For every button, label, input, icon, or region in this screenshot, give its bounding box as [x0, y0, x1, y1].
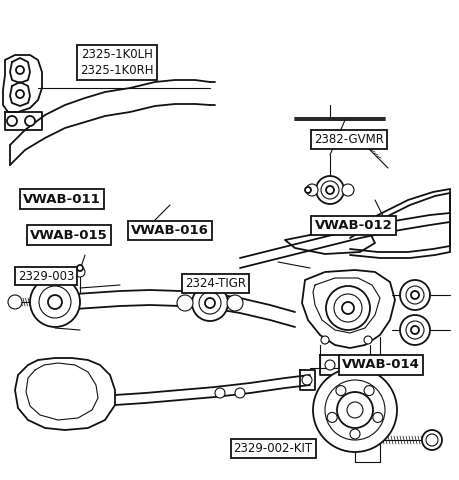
Circle shape	[16, 90, 24, 98]
Text: 2325-1K0LH
2325-1K0RH: 2325-1K0LH 2325-1K0RH	[80, 48, 154, 77]
Circle shape	[48, 295, 62, 309]
Circle shape	[302, 375, 312, 385]
Circle shape	[400, 280, 430, 310]
Text: 2382-GVMR: 2382-GVMR	[314, 132, 384, 146]
Text: 2329-002-KIT: 2329-002-KIT	[234, 442, 313, 456]
Circle shape	[334, 294, 362, 322]
Circle shape	[25, 116, 35, 126]
Circle shape	[30, 277, 80, 327]
Circle shape	[326, 186, 334, 194]
Circle shape	[321, 181, 339, 199]
Circle shape	[326, 286, 370, 330]
Circle shape	[313, 368, 397, 452]
Circle shape	[373, 412, 383, 422]
Polygon shape	[302, 270, 395, 348]
Circle shape	[321, 336, 329, 344]
Circle shape	[215, 388, 225, 398]
Text: VWAB-011: VWAB-011	[23, 192, 101, 206]
Text: 2329-003: 2329-003	[18, 269, 74, 283]
Circle shape	[406, 286, 424, 304]
Polygon shape	[3, 55, 42, 112]
Circle shape	[364, 385, 374, 396]
Circle shape	[177, 295, 193, 311]
Circle shape	[426, 434, 438, 446]
Circle shape	[400, 315, 430, 345]
Circle shape	[8, 295, 22, 309]
Circle shape	[325, 360, 335, 370]
Circle shape	[316, 176, 344, 204]
Circle shape	[325, 380, 385, 440]
Text: VWAB-014: VWAB-014	[342, 358, 420, 372]
Text: VWAB-012: VWAB-012	[314, 219, 392, 232]
Circle shape	[347, 402, 363, 418]
Circle shape	[353, 133, 367, 147]
Circle shape	[337, 392, 373, 428]
Circle shape	[342, 302, 354, 314]
Circle shape	[406, 321, 424, 339]
Circle shape	[356, 136, 364, 144]
Circle shape	[192, 285, 228, 321]
Circle shape	[199, 292, 221, 314]
Circle shape	[327, 412, 337, 422]
Circle shape	[306, 184, 318, 196]
Circle shape	[75, 267, 85, 277]
Circle shape	[205, 298, 215, 308]
Circle shape	[411, 326, 419, 334]
Circle shape	[422, 430, 442, 450]
Circle shape	[77, 265, 83, 271]
Text: VWAB-016: VWAB-016	[131, 224, 209, 237]
Circle shape	[336, 385, 346, 396]
Circle shape	[7, 116, 17, 126]
Circle shape	[16, 66, 24, 74]
Circle shape	[342, 184, 354, 196]
Circle shape	[227, 295, 243, 311]
Text: 2324-TIGR: 2324-TIGR	[185, 276, 246, 290]
Polygon shape	[15, 358, 115, 430]
Text: VWAB-015: VWAB-015	[30, 228, 108, 242]
Circle shape	[305, 187, 311, 193]
Circle shape	[364, 336, 372, 344]
Circle shape	[235, 388, 245, 398]
Circle shape	[411, 291, 419, 299]
Circle shape	[350, 429, 360, 439]
Circle shape	[39, 286, 71, 318]
